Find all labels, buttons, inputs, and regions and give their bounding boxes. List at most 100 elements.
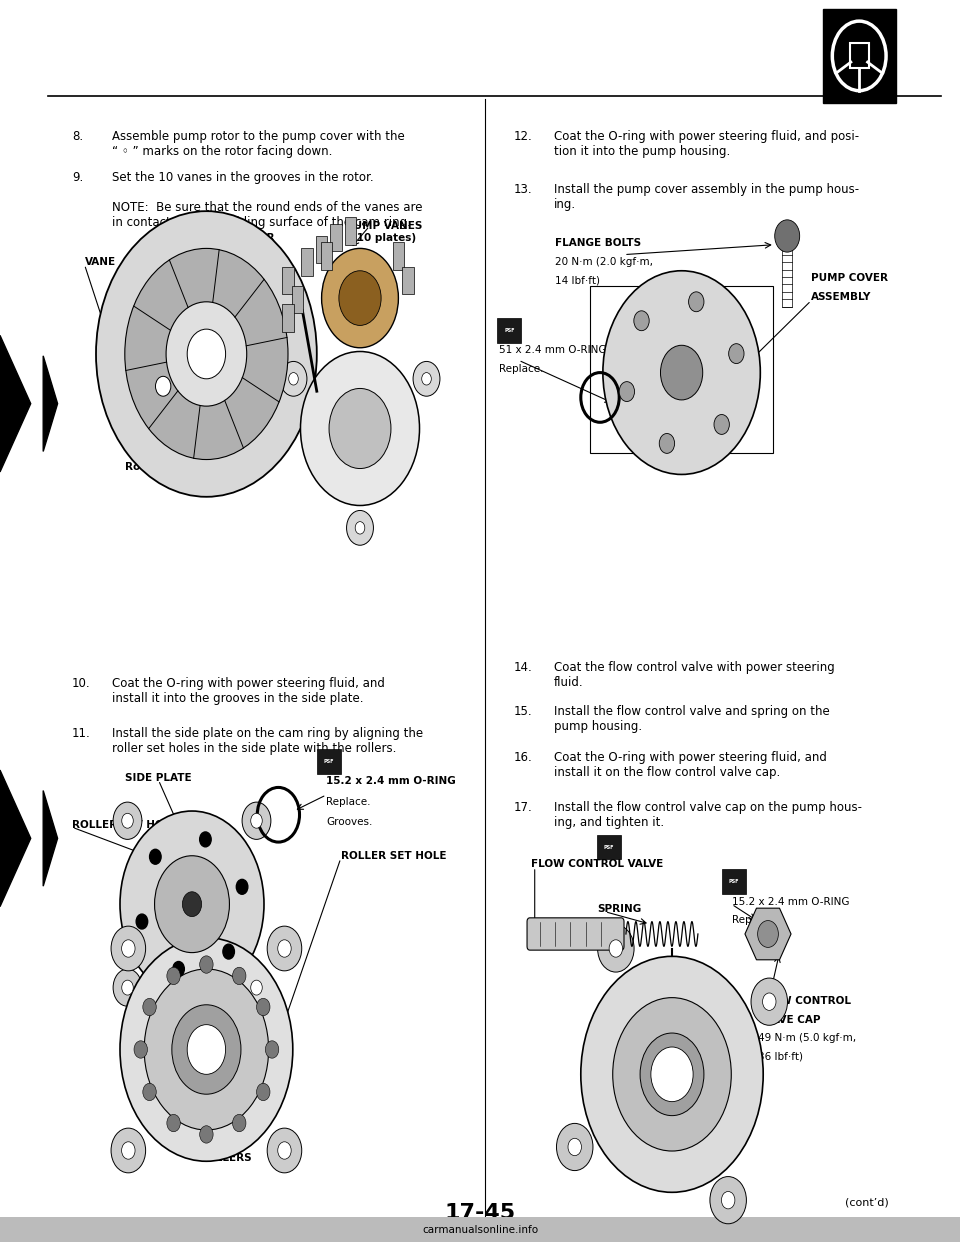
Circle shape: [173, 961, 184, 976]
Circle shape: [136, 914, 148, 929]
Polygon shape: [0, 335, 31, 472]
Circle shape: [150, 850, 161, 864]
Circle shape: [557, 1123, 593, 1170]
Text: PUMP ROTOR: PUMP ROTOR: [196, 233, 275, 243]
Text: Coat the O-ring with power steering fluid, and posi-
tion it into the pump housi: Coat the O-ring with power steering flui…: [554, 130, 859, 159]
Text: Coat the O-ring with power steering fluid, and
install it into the grooves in th: Coat the O-ring with power steering flui…: [112, 677, 385, 705]
Circle shape: [267, 1128, 301, 1172]
Circle shape: [251, 980, 262, 995]
Circle shape: [167, 968, 180, 985]
Text: carmanualsonline.info: carmanualsonline.info: [422, 1225, 538, 1235]
Text: 17-45: 17-45: [444, 1203, 516, 1223]
Text: SPRING: SPRING: [597, 904, 641, 914]
Text: Replace.: Replace.: [499, 364, 543, 374]
Text: Install the flow control valve and spring on the
pump housing.: Install the flow control valve and sprin…: [554, 705, 829, 734]
FancyBboxPatch shape: [321, 242, 332, 270]
Text: 16.: 16.: [514, 751, 533, 764]
Circle shape: [187, 329, 226, 379]
Text: NOTE:  Be sure that the round ends of the vanes are
in contact with the sliding : NOTE: Be sure that the round ends of the…: [112, 201, 422, 230]
Circle shape: [329, 389, 391, 468]
Text: PSF: PSF: [504, 328, 515, 333]
FancyBboxPatch shape: [402, 267, 414, 294]
Text: FLOW CONTROL VALVE: FLOW CONTROL VALVE: [531, 859, 663, 869]
Circle shape: [251, 814, 262, 828]
Circle shape: [660, 433, 675, 453]
FancyBboxPatch shape: [823, 9, 896, 103]
Circle shape: [96, 211, 317, 497]
Circle shape: [277, 1141, 291, 1159]
Text: 11.: 11.: [72, 727, 91, 739]
Circle shape: [347, 510, 373, 545]
Circle shape: [223, 944, 234, 959]
Circle shape: [256, 999, 270, 1016]
Text: Assemble pump rotor to the pump cover with the
“ ◦ ” marks on the rotor facing d: Assemble pump rotor to the pump cover wi…: [112, 130, 405, 159]
Text: 15.: 15.: [514, 705, 532, 718]
Text: ROLLER SET HOLE: ROLLER SET HOLE: [72, 820, 178, 830]
Circle shape: [709, 1176, 747, 1223]
Circle shape: [122, 814, 133, 828]
Circle shape: [688, 292, 704, 312]
Circle shape: [355, 522, 365, 534]
Circle shape: [757, 920, 779, 948]
Circle shape: [568, 1138, 582, 1155]
Circle shape: [597, 925, 634, 972]
Text: Set the 10 vanes in the grooves in the rotor.: Set the 10 vanes in the grooves in the r…: [112, 171, 374, 184]
Circle shape: [722, 1191, 735, 1208]
Text: 13.: 13.: [514, 183, 532, 195]
Circle shape: [300, 351, 420, 505]
Text: 15.2 x 2.4 mm O-RING: 15.2 x 2.4 mm O-RING: [326, 776, 456, 786]
Circle shape: [113, 969, 142, 1006]
Circle shape: [167, 1114, 180, 1131]
FancyBboxPatch shape: [345, 217, 356, 245]
Polygon shape: [43, 355, 58, 452]
Text: 9.: 9.: [72, 171, 84, 184]
Text: VANE: VANE: [84, 257, 115, 267]
FancyBboxPatch shape: [722, 869, 746, 894]
Circle shape: [242, 969, 271, 1006]
Circle shape: [111, 927, 146, 971]
FancyBboxPatch shape: [282, 267, 294, 294]
Polygon shape: [43, 791, 58, 887]
Circle shape: [232, 1114, 246, 1131]
Circle shape: [289, 373, 299, 385]
Text: 8.: 8.: [72, 130, 84, 143]
Text: FLANGE BOLTS: FLANGE BOLTS: [555, 238, 641, 248]
Circle shape: [729, 344, 744, 364]
Circle shape: [612, 997, 732, 1151]
Text: PSF: PSF: [324, 759, 334, 764]
Text: SIDE PLATE: SIDE PLATE: [125, 773, 192, 782]
Polygon shape: [0, 770, 31, 907]
Circle shape: [200, 832, 211, 847]
Text: PSF: PSF: [729, 879, 739, 884]
Circle shape: [120, 811, 264, 997]
Circle shape: [122, 1141, 135, 1159]
Circle shape: [144, 969, 269, 1130]
Text: VALVE CAP: VALVE CAP: [758, 1015, 821, 1025]
Circle shape: [242, 802, 271, 840]
Circle shape: [166, 302, 247, 406]
Circle shape: [200, 956, 213, 974]
FancyBboxPatch shape: [0, 1217, 960, 1242]
Text: 17.: 17.: [514, 801, 533, 814]
Circle shape: [413, 361, 440, 396]
Text: 36 lbf·ft): 36 lbf·ft): [758, 1052, 804, 1062]
Circle shape: [113, 802, 142, 840]
Text: Install the side plate on the cam ring by aligning the
roller set holes in the s: Install the side plate on the cam ring b…: [112, 727, 423, 755]
FancyBboxPatch shape: [282, 304, 294, 332]
Circle shape: [232, 968, 246, 985]
Circle shape: [122, 980, 133, 995]
Circle shape: [277, 940, 291, 958]
Circle shape: [143, 999, 156, 1016]
Circle shape: [775, 220, 800, 252]
Circle shape: [581, 956, 763, 1192]
FancyBboxPatch shape: [850, 43, 869, 68]
Circle shape: [187, 1025, 226, 1074]
Text: 15.2 x 2.4 mm O-RING: 15.2 x 2.4 mm O-RING: [732, 897, 849, 907]
Polygon shape: [745, 908, 791, 960]
Text: 49 N·m (5.0 kgf·m,: 49 N·m (5.0 kgf·m,: [758, 1033, 856, 1043]
FancyBboxPatch shape: [292, 286, 303, 313]
FancyBboxPatch shape: [393, 242, 404, 270]
Circle shape: [155, 856, 229, 953]
Circle shape: [651, 1047, 693, 1102]
Circle shape: [339, 271, 381, 325]
